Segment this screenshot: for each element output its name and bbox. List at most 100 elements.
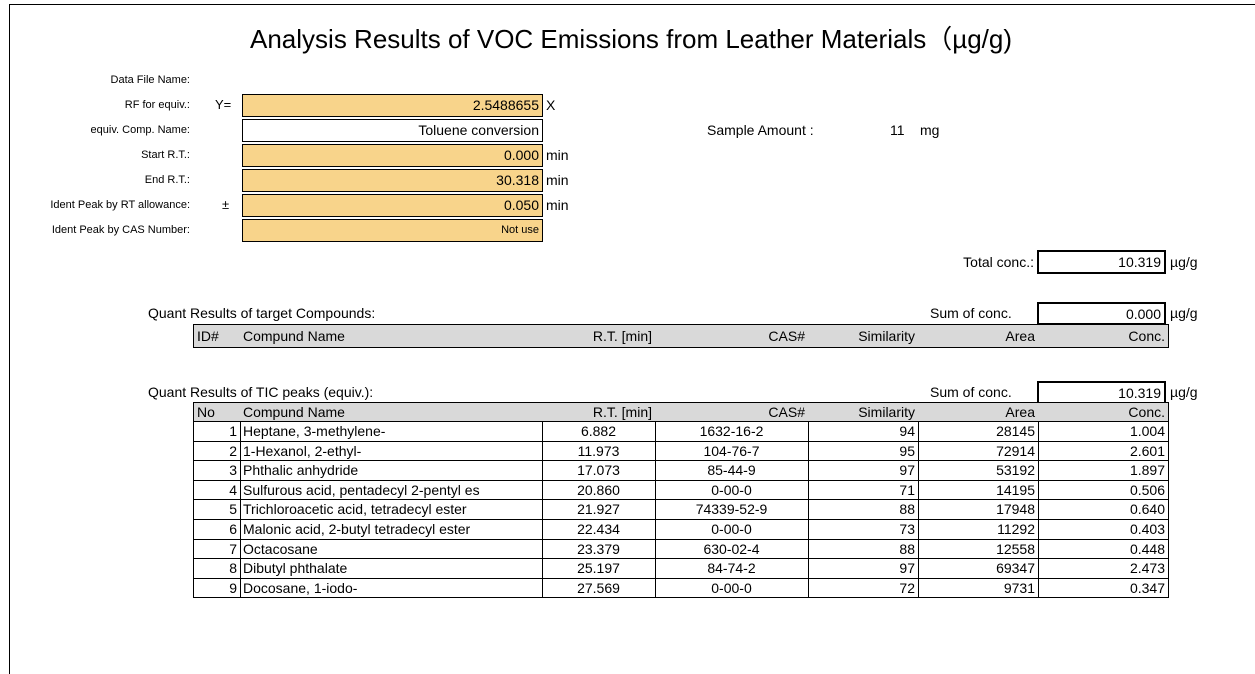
table-cell: 17948 <box>918 500 1039 520</box>
column-header: CAS# <box>655 402 809 422</box>
table-cell: Sulfurous acid, pentadecyl 2-pentyl es <box>240 480 543 501</box>
table-cell: 69347 <box>918 559 1039 579</box>
setting-unit: min <box>546 146 569 163</box>
column-header: R.T. [min] <box>542 324 656 348</box>
table-cell: 630-02-4 <box>655 539 809 560</box>
column-header: No <box>193 402 241 422</box>
table-cell: 73 <box>808 520 919 540</box>
table-cell: Dibutyl phthalate <box>240 559 543 579</box>
table-cell: 21.927 <box>542 500 656 520</box>
table-cell: 97 <box>808 559 919 579</box>
column-header: Area <box>918 402 1039 422</box>
sum-label: Sum of conc. <box>930 384 1012 400</box>
table-cell: 2.473 <box>1038 559 1169 579</box>
sample-label: Sample Amount : <box>707 122 814 138</box>
table-cell: 95 <box>808 441 919 462</box>
column-header: Conc. <box>1038 324 1169 348</box>
section-title: Quant Results of target Compounds: <box>148 305 376 321</box>
table-cell: 72 <box>808 578 919 599</box>
table-cell: 97 <box>808 461 919 481</box>
table-cell: 25.197 <box>542 559 656 579</box>
table-cell: 9 <box>193 578 241 599</box>
table-cell: 0.448 <box>1038 539 1169 560</box>
column-header: Area <box>918 324 1039 348</box>
table-cell: Octacosane <box>240 539 543 560</box>
table-cell: 8 <box>193 559 241 579</box>
table-cell: Heptane, 3-methylene- <box>240 422 543 442</box>
setting-value: 2.5488655 <box>242 93 543 117</box>
table-cell: 5 <box>193 500 241 520</box>
table-cell: 0.403 <box>1038 520 1169 540</box>
sum-value: 10.319 <box>1037 381 1166 404</box>
column-header: ID# <box>193 324 241 348</box>
table-cell: 4 <box>193 480 241 501</box>
table-cell: 1-Hexanol, 2-ethyl- <box>240 441 543 462</box>
section-title: Quant Results of TIC peaks (equiv.): <box>148 384 374 400</box>
setting-value: 0.050 <box>242 193 543 217</box>
column-header: Compund Name <box>240 402 543 422</box>
table-cell: 0.640 <box>1038 500 1169 520</box>
table-cell: 84-74-2 <box>655 559 809 579</box>
table-cell: 9731 <box>918 578 1039 599</box>
setting-label: RF for equiv.: <box>124 98 190 111</box>
table-cell: 28145 <box>918 422 1039 442</box>
setting-value: 0.000 <box>242 143 543 167</box>
total-value: 10.319 <box>1037 250 1166 274</box>
setting-value: Not use <box>242 218 543 242</box>
table-cell: 2 <box>193 441 241 462</box>
title: Analysis Results of VOC Emissions from L… <box>250 24 1013 54</box>
table-cell: 3 <box>193 461 241 481</box>
table-cell: 22.434 <box>542 520 656 540</box>
sum-unit: µg/g <box>1170 384 1198 400</box>
setting-prefix: Y= <box>215 96 232 112</box>
table-cell: 23.379 <box>542 539 656 560</box>
setting-label: Data File Name: <box>110 74 190 86</box>
table-cell: 1.004 <box>1038 422 1169 442</box>
setting-label: Start R.T.: <box>141 148 190 161</box>
table-cell: 0.347 <box>1038 578 1169 599</box>
table-cell: 6.882 <box>542 422 656 442</box>
column-header: Similarity <box>808 402 919 422</box>
sum-label: Sum of conc. <box>930 305 1012 321</box>
column-header: Similarity <box>808 324 919 348</box>
table-cell: Trichloroacetic acid, tetradecyl ester <box>240 500 543 520</box>
table-cell: 88 <box>808 539 919 560</box>
table-cell: 2.601 <box>1038 441 1169 462</box>
setting-unit: min <box>546 171 569 188</box>
sum-value: 0.000 <box>1037 302 1166 325</box>
table-cell: 74339-52-9 <box>655 500 809 520</box>
setting-label: equiv. Comp. Name: <box>90 123 190 136</box>
table-cell: 72914 <box>918 441 1039 462</box>
setting-value: Toluene conversion <box>242 118 543 142</box>
setting-unit: min <box>546 196 569 213</box>
table-cell: 104-76-7 <box>655 441 809 462</box>
table-cell: 17.073 <box>542 461 656 481</box>
table-cell: 0.506 <box>1038 480 1169 501</box>
table-cell: 6 <box>193 520 241 540</box>
table-cell: 53192 <box>918 461 1039 481</box>
table-cell: 11292 <box>918 520 1039 540</box>
table-cell: 0-00-0 <box>655 520 809 540</box>
setting-label: End R.T.: <box>144 173 190 186</box>
sample-unit: mg <box>920 122 940 138</box>
column-header: Compund Name <box>240 324 543 348</box>
sum-unit: µg/g <box>1170 305 1198 321</box>
table-cell: 7 <box>193 539 241 560</box>
frame <box>9 4 1255 674</box>
table-cell: 1.897 <box>1038 461 1169 481</box>
table-cell: 12558 <box>918 539 1039 560</box>
table-cell: 11.973 <box>542 441 656 462</box>
table-cell: 0-00-0 <box>655 578 809 599</box>
column-header: CAS# <box>655 324 809 348</box>
sample-value: 11 <box>890 122 905 138</box>
total-unit: µg/g <box>1170 254 1198 270</box>
table-cell: 0-00-0 <box>655 480 809 501</box>
table-cell: 1632-16-2 <box>655 422 809 442</box>
table-cell: 14195 <box>918 480 1039 501</box>
setting-label: Ident Peak by RT allowance: <box>50 198 190 211</box>
table-cell: Docosane, 1-iodo- <box>240 578 543 599</box>
setting-prefix: ± <box>222 196 230 212</box>
table-cell: 85-44-9 <box>655 461 809 481</box>
setting-value: 30.318 <box>242 168 543 192</box>
